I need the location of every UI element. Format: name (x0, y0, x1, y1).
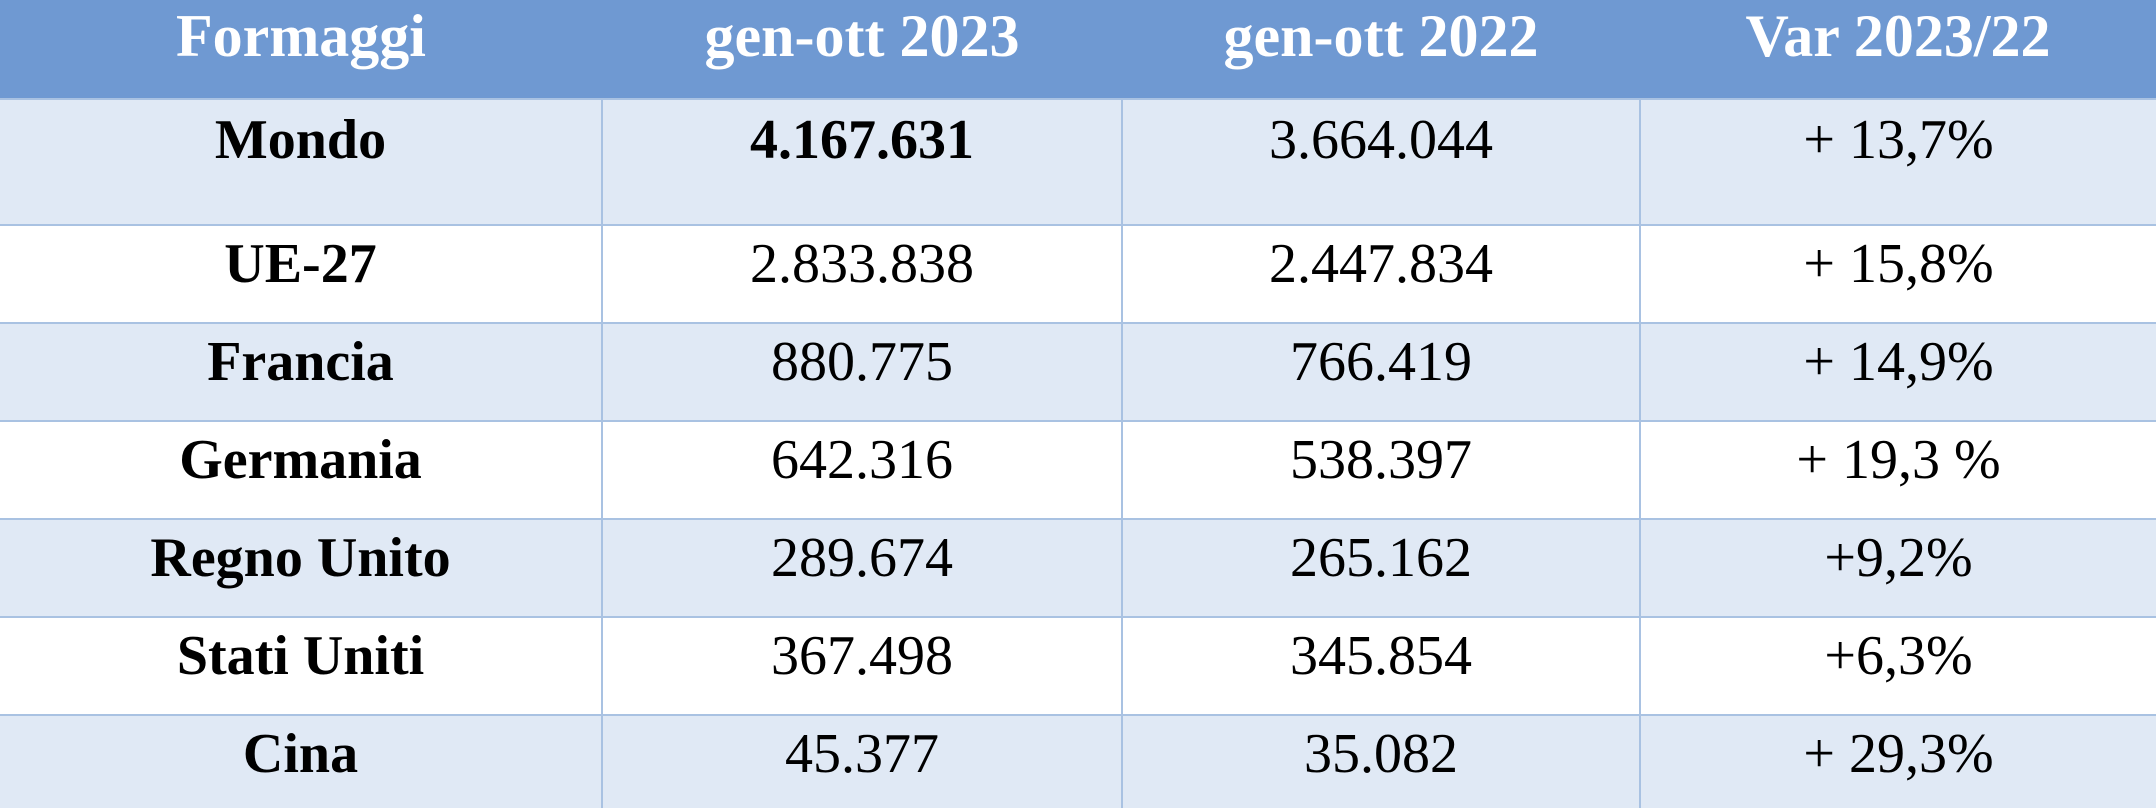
cell-2023: 2.833.838 (601, 224, 1123, 323)
cell-var: +6,3% (1639, 616, 2156, 715)
cell-var: + 19,3 % (1639, 420, 2156, 519)
header-formaggi: Formaggi (0, 0, 602, 99)
row-label-regno-unito: Regno Unito (0, 518, 603, 617)
table-row: Stati Uniti 367.498 345.854 +6,3% (0, 616, 2156, 715)
cell-2023: 880.775 (601, 322, 1123, 421)
table-header: Formaggi gen-ott 2023 gen-ott 2022 Var 2… (0, 0, 2156, 99)
header-gen-ott-2022: gen-ott 2022 (1122, 0, 1640, 99)
table-row: UE-27 2.833.838 2.447.834 + 15,8% (0, 224, 2156, 323)
table-body: Mondo 4.167.631 3.664.044 + 13,7% UE-27 … (0, 98, 2156, 808)
header-var-2023-22: Var 2023/22 (1640, 0, 2156, 99)
cell-2023: 642.316 (601, 420, 1123, 519)
table-row: Cina 45.377 35.082 + 29,3% (0, 714, 2156, 808)
cell-2022: 538.397 (1121, 420, 1641, 519)
table-row: Regno Unito 289.674 265.162 +9,2% (0, 518, 2156, 617)
cell-2023: 289.674 (601, 518, 1123, 617)
cell-var: +9,2% (1639, 518, 2156, 617)
row-label-mondo: Mondo (0, 98, 603, 225)
header-row: Formaggi gen-ott 2023 gen-ott 2022 Var 2… (0, 0, 2156, 99)
row-label-francia: Francia (0, 322, 603, 421)
table-row: Francia 880.775 766.419 + 14,9% (0, 322, 2156, 421)
cell-2022: 265.162 (1121, 518, 1641, 617)
row-label-germania: Germania (0, 420, 603, 519)
row-label-cina: Cina (0, 714, 603, 808)
cell-var: + 15,8% (1639, 224, 2156, 323)
table-row: Germania 642.316 538.397 + 19,3 % (0, 420, 2156, 519)
cell-2022: 766.419 (1121, 322, 1641, 421)
cell-var: + 14,9% (1639, 322, 2156, 421)
cell-2022: 345.854 (1121, 616, 1641, 715)
row-label-stati-uniti: Stati Uniti (0, 616, 603, 715)
cell-2023: 45.377 (601, 714, 1123, 808)
header-gen-ott-2023: gen-ott 2023 (602, 0, 1122, 99)
cell-2022: 35.082 (1121, 714, 1641, 808)
row-label-ue-27: UE-27 (0, 224, 603, 323)
table-row: Mondo 4.167.631 3.664.044 + 13,7% (0, 98, 2156, 225)
cell-2023: 367.498 (601, 616, 1123, 715)
cell-var: + 29,3% (1639, 714, 2156, 808)
cell-var: + 13,7% (1639, 98, 2156, 225)
cell-2022: 3.664.044 (1121, 98, 1641, 225)
cell-2023: 4.167.631 (601, 98, 1123, 225)
cell-2022: 2.447.834 (1121, 224, 1641, 323)
